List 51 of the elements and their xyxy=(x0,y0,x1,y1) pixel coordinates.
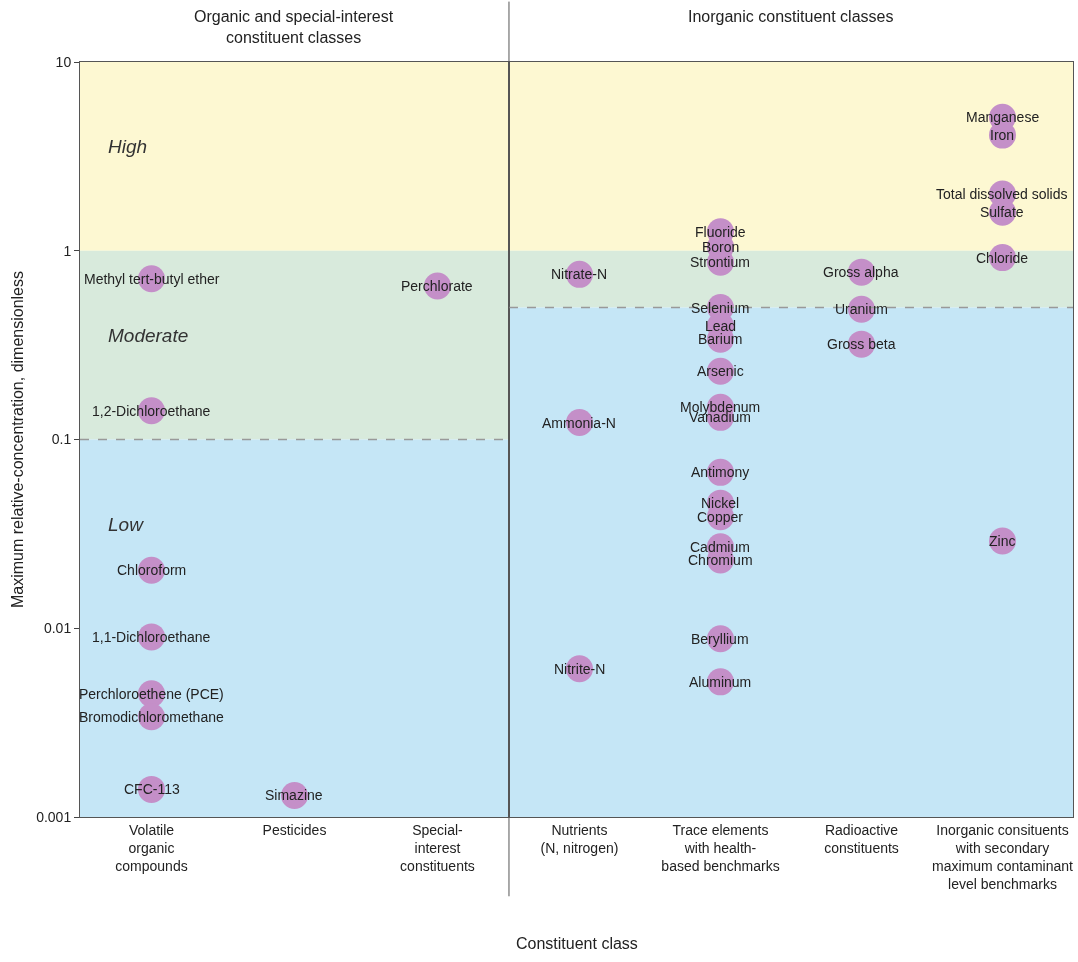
annotation: Lead xyxy=(705,318,737,334)
annotation: Nitrate-N xyxy=(551,266,608,282)
annotation: Uranium xyxy=(835,301,888,317)
band-label: Moderate xyxy=(108,325,189,346)
band-label: High xyxy=(108,136,148,157)
annotation: Chromium xyxy=(688,552,753,568)
band-label: Low xyxy=(108,514,145,535)
y-tick-label: 0.1 xyxy=(51,431,72,448)
chart-title: Organic and special-interest constituent classes xyxy=(194,8,394,46)
x-tick-label: Nutrients (N, nitrogen) xyxy=(540,821,619,856)
annotation: Bromodichloromethane xyxy=(79,709,224,725)
annotation: Selenium xyxy=(691,300,750,316)
annotation: Barium xyxy=(698,331,743,347)
annotation: 1,2-Dichloroethane xyxy=(92,403,211,419)
annotation: Total dissolved solids xyxy=(936,186,1068,202)
annotation: Beryllium xyxy=(691,631,749,647)
annotation: CFC-113 xyxy=(124,781,180,797)
annotation: Chloroform xyxy=(117,562,187,578)
annotation: Ammonia-N xyxy=(542,415,616,431)
x-tick-label: Volatile organic compounds xyxy=(115,821,188,875)
x-tick-label: Radioactive constituents xyxy=(824,821,899,856)
x-tick-label: Inorganic consituents with secondary maximum contaminant level benchmarks xyxy=(932,821,1074,893)
annotation: Chloride xyxy=(976,250,1029,266)
annotation: Perchlorate xyxy=(401,278,473,294)
x-tick-label: Trace elements with health- based benchmarks xyxy=(661,821,780,875)
chart-title: Inorganic constituent classes xyxy=(688,8,894,25)
annotation: Antimony xyxy=(691,464,750,480)
x-axis-title: Constituent class xyxy=(516,935,638,952)
y-axis-title: Maximum relative-concentration, dimensionless xyxy=(9,270,27,609)
annotation: Aluminum xyxy=(689,674,752,690)
annotation: Methyl tert-butyl ether xyxy=(84,271,220,287)
annotation: Gross beta xyxy=(827,336,896,352)
y-tick-label: 0.01 xyxy=(43,620,72,637)
y-tick-label: 0.001 xyxy=(36,808,72,825)
annotation: Nitrite-N xyxy=(554,661,606,677)
annotation: Strontium xyxy=(690,254,750,270)
annotation: Cadmium xyxy=(690,539,750,555)
annotation: Zinc xyxy=(989,533,1016,549)
x-tick-label: Pesticides xyxy=(262,821,327,838)
annotation: Perchloroethene (PCE) xyxy=(79,686,224,702)
y-tick-label: 1 xyxy=(63,242,72,259)
annotation: 1,1-Dichloroethane xyxy=(92,629,211,645)
annotation: Gross alpha xyxy=(823,264,899,280)
annotation: Simazine xyxy=(265,787,323,803)
annotation: Manganese xyxy=(966,109,1040,125)
y-tick-label: 10 xyxy=(55,53,72,70)
annotation: Arsenic xyxy=(697,363,744,379)
annotation: Copper xyxy=(697,509,744,525)
x-tick-label: Special- interest constituents xyxy=(400,821,475,875)
annotation: Nickel xyxy=(701,495,740,511)
annotation: Iron xyxy=(990,127,1015,143)
